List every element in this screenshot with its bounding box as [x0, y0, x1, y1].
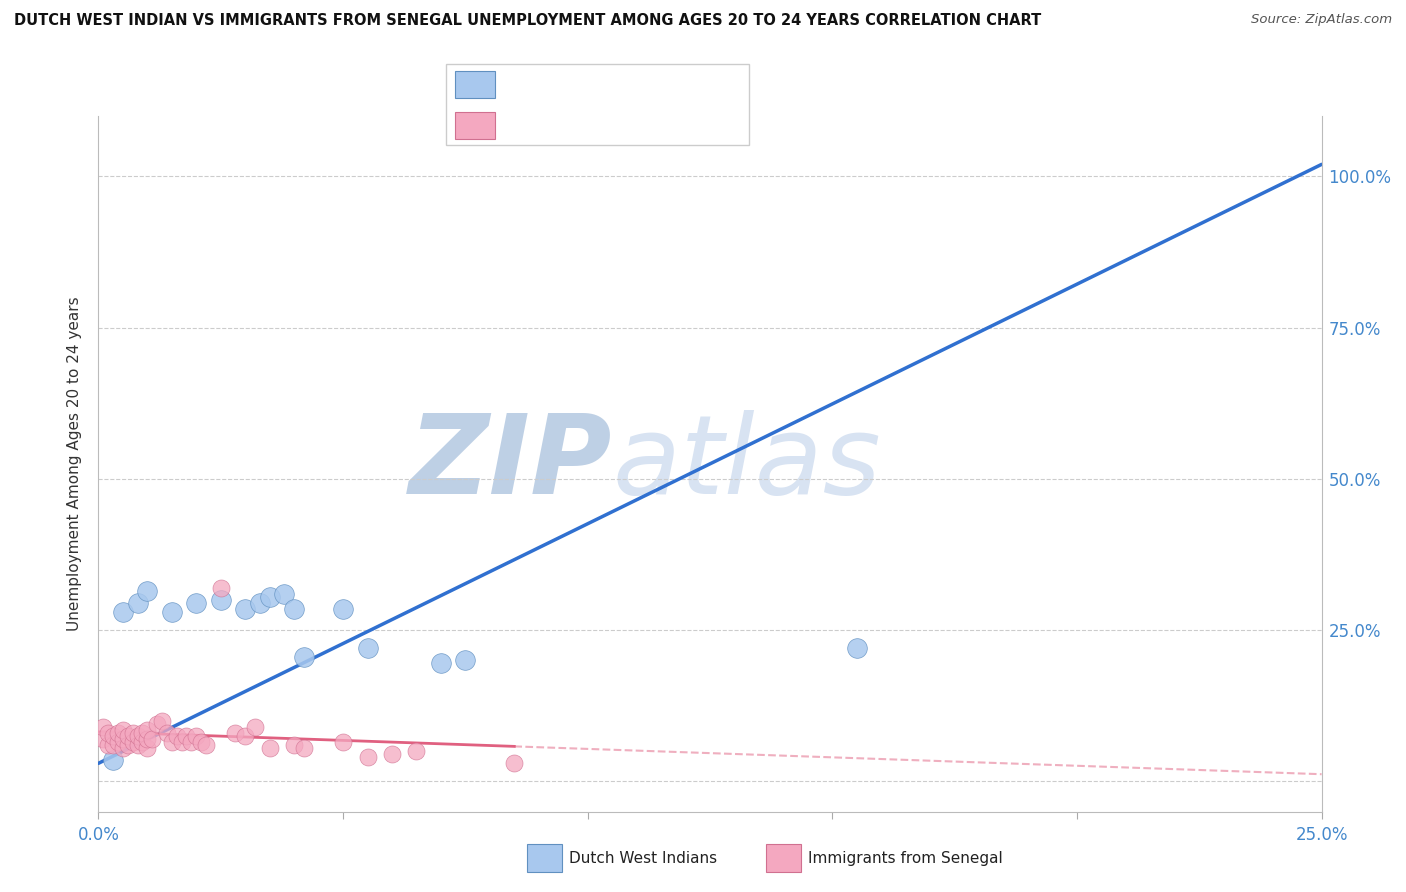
- Text: ZIP: ZIP: [409, 410, 612, 517]
- Text: N = 46: N = 46: [634, 116, 697, 134]
- Point: [332, 602, 354, 616]
- Point: [273, 587, 295, 601]
- Text: R = -0.181: R = -0.181: [508, 116, 605, 134]
- Point: [292, 741, 315, 756]
- Point: [190, 735, 212, 749]
- Point: [186, 729, 208, 743]
- Point: [111, 723, 134, 737]
- Point: [224, 726, 246, 740]
- Point: [430, 657, 453, 671]
- Point: [127, 596, 149, 610]
- FancyBboxPatch shape: [446, 64, 749, 145]
- Point: [101, 753, 124, 767]
- Point: [233, 602, 256, 616]
- Point: [97, 738, 120, 752]
- Point: [91, 720, 114, 734]
- Point: [131, 735, 153, 749]
- Point: [259, 741, 281, 756]
- Point: [136, 723, 159, 737]
- Point: [209, 581, 232, 595]
- Point: [356, 750, 378, 764]
- Point: [845, 641, 868, 656]
- Point: [233, 729, 256, 743]
- Point: [111, 605, 134, 619]
- Point: [127, 738, 149, 752]
- Point: [283, 602, 305, 616]
- Point: [259, 590, 281, 604]
- Point: [180, 735, 202, 749]
- Y-axis label: Unemployment Among Ages 20 to 24 years: Unemployment Among Ages 20 to 24 years: [67, 296, 83, 632]
- Point: [176, 729, 198, 743]
- Point: [170, 735, 193, 749]
- Point: [97, 726, 120, 740]
- Point: [381, 747, 404, 762]
- Point: [136, 583, 159, 598]
- Point: [156, 726, 179, 740]
- Text: N = 18: N = 18: [634, 76, 697, 94]
- Point: [117, 729, 139, 743]
- Text: DUTCH WEST INDIAN VS IMMIGRANTS FROM SENEGAL UNEMPLOYMENT AMONG AGES 20 TO 24 YE: DUTCH WEST INDIAN VS IMMIGRANTS FROM SEN…: [14, 13, 1042, 29]
- Point: [101, 729, 124, 743]
- Point: [356, 641, 378, 656]
- Point: [146, 717, 169, 731]
- Point: [243, 720, 266, 734]
- Point: [101, 738, 124, 752]
- Point: [160, 605, 183, 619]
- Point: [249, 596, 271, 610]
- Text: Dutch West Indians: Dutch West Indians: [569, 851, 717, 865]
- Point: [405, 744, 427, 758]
- Point: [166, 729, 188, 743]
- Point: [107, 735, 129, 749]
- Point: [186, 596, 208, 610]
- Point: [127, 729, 149, 743]
- Point: [195, 738, 218, 752]
- Text: Immigrants from Senegal: Immigrants from Senegal: [808, 851, 1004, 865]
- Point: [107, 726, 129, 740]
- Point: [131, 726, 153, 740]
- Point: [121, 735, 143, 749]
- Point: [91, 732, 114, 747]
- Point: [503, 756, 526, 771]
- Point: [111, 741, 134, 756]
- Point: [332, 735, 354, 749]
- Point: [292, 650, 315, 665]
- Point: [209, 593, 232, 607]
- Point: [150, 714, 173, 728]
- Point: [121, 726, 143, 740]
- Text: atlas: atlas: [612, 410, 880, 517]
- Text: Source: ZipAtlas.com: Source: ZipAtlas.com: [1251, 13, 1392, 27]
- Point: [136, 732, 159, 747]
- Bar: [456, 112, 495, 139]
- Point: [141, 732, 163, 747]
- Point: [117, 738, 139, 752]
- Point: [111, 732, 134, 747]
- Point: [136, 741, 159, 756]
- Point: [160, 735, 183, 749]
- Bar: [456, 71, 495, 98]
- Point: [454, 653, 477, 667]
- Point: [283, 738, 305, 752]
- Text: R = 0.898: R = 0.898: [508, 76, 599, 94]
